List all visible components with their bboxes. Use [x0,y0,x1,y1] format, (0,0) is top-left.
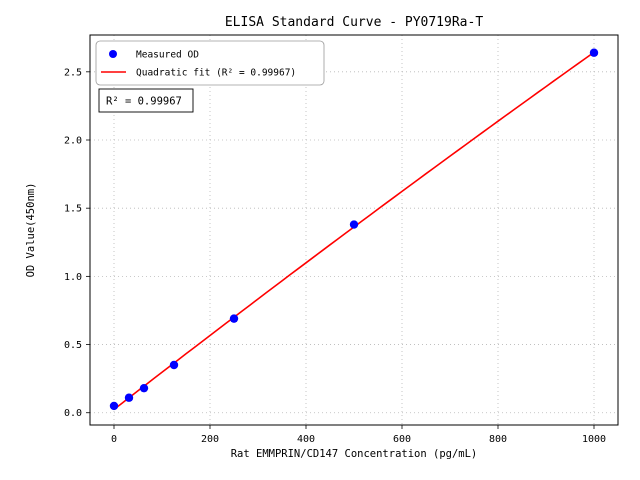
y-tick-label: 0.5 [64,340,82,351]
data-point [589,48,599,57]
y-tick-label: 1.5 [64,204,82,215]
plot-border [89,34,619,426]
legend-marker-measured-od [109,50,117,58]
data-point [109,401,119,411]
data-point [124,393,134,402]
y-tick-label: 1.0 [64,272,82,283]
data-point [349,220,359,229]
x-tick-label: 800 [489,434,507,445]
y-tick-label: 2.0 [64,136,82,147]
legend-label-quadratic-fit: Quadratic fit (R² = 0.99967) [136,68,296,79]
x-axis-label: Rat EMMPRIN/CD147 Concentration (pg/mL) [231,448,478,460]
x-tick-label: 400 [297,434,315,445]
x-tick-label: 200 [201,434,219,445]
y-tick-label: 2.5 [64,67,82,78]
plot-area: 0 200 400 600 800 1000 0.0 0.5 1.0 1.5 2.0 2.5 [64,34,619,445]
data-point [139,383,149,393]
r-squared-annotation-box [98,88,194,113]
x-tick-label: 600 [393,434,411,445]
chart-title: ELISA Standard Curve - PY0719Ra-T [225,15,483,30]
r-squared-annotation: R² = 0.99967 [98,88,194,113]
legend: Measured OD Quadratic fit (R² = 0.99967) [95,40,325,86]
legend-box [95,40,325,86]
y-tick-label: 0.0 [64,408,82,419]
data-point [169,360,179,370]
data-point [229,314,239,323]
r-squared-annotation-text: R² = 0.99967 [106,96,182,108]
x-tick-label: 1000 [582,434,606,445]
x-tick-label: 0 [111,434,117,445]
legend-label-measured-od: Measured OD [136,50,199,61]
y-axis-label: OD Value(450nm) [25,183,37,278]
